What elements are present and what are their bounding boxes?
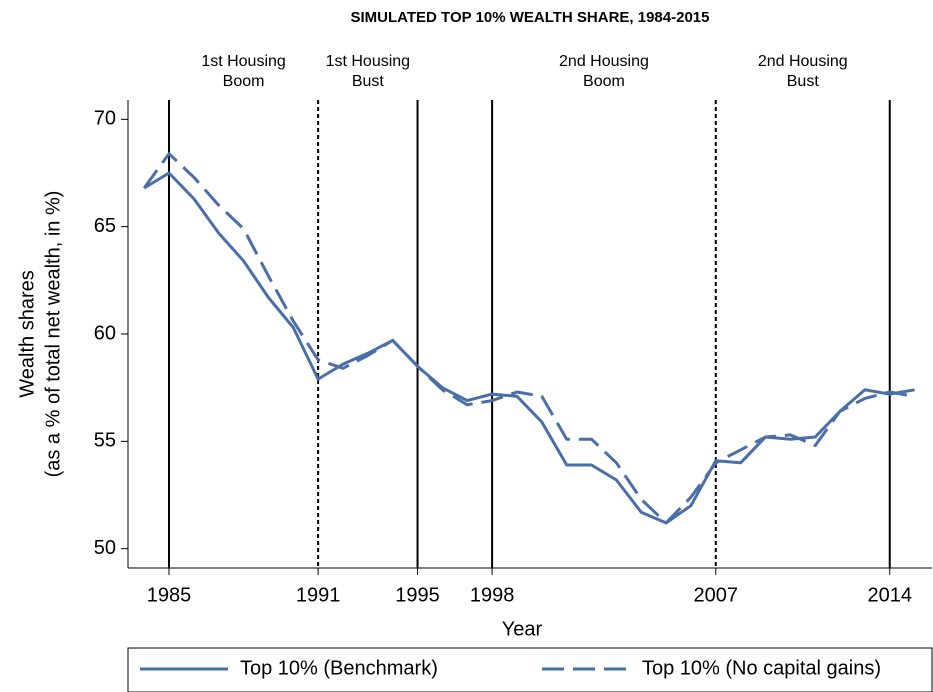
x-tick-label: 1985 xyxy=(147,584,192,606)
y-axis-label: Wealth shares xyxy=(16,270,38,397)
annotation: 1st Housing xyxy=(326,53,411,70)
x-tick-label: 1991 xyxy=(296,584,341,606)
y-tick-label: 60 xyxy=(94,322,116,344)
annotation: Boom xyxy=(223,73,265,90)
annotation: 2nd Housing xyxy=(758,53,848,70)
legend-label: Top 10% (No capital gains) xyxy=(642,657,881,679)
y-axis-label: (as a % of total net wealth, in %) xyxy=(42,191,64,478)
y-tick-label: 55 xyxy=(94,430,116,452)
x-tick-label: 1995 xyxy=(395,584,440,606)
legend-label: Top 10% (Benchmark) xyxy=(240,657,438,679)
chart-title: SIMULATED TOP 10% WEALTH SHARE, 1984-201… xyxy=(351,9,710,26)
annotation: 1st Housing xyxy=(201,53,286,70)
legend-box xyxy=(127,647,933,692)
series-line xyxy=(142,152,915,525)
y-tick-label: 50 xyxy=(94,537,116,559)
x-tick-label: 2007 xyxy=(694,584,739,606)
y-tick-label: 70 xyxy=(94,108,116,130)
y-tick-label: 65 xyxy=(94,215,116,237)
series-line xyxy=(143,171,915,525)
x-tick-label: 2014 xyxy=(867,584,912,606)
x-tick-label: 1998 xyxy=(470,584,515,606)
annotation: Bust xyxy=(352,73,385,90)
x-axis-label: Year xyxy=(502,618,543,640)
annotation: 2nd Housing xyxy=(559,53,649,70)
annotation: Bust xyxy=(787,73,820,90)
annotation: Boom xyxy=(583,73,625,90)
